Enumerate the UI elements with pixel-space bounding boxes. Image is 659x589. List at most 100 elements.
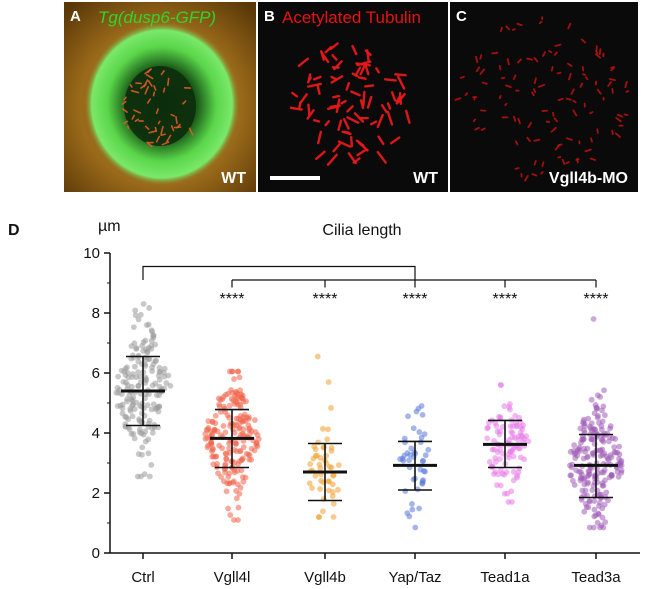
cilium-mark <box>312 75 322 81</box>
data-point <box>509 430 516 436</box>
data-point <box>132 363 138 370</box>
cilium-mark <box>152 91 156 97</box>
data-point <box>588 396 595 403</box>
data-point <box>600 482 607 489</box>
cilium-mark <box>590 137 593 143</box>
data-point <box>485 419 492 426</box>
panel-b-genotype-label: WT <box>413 170 438 187</box>
data-point <box>306 480 313 487</box>
data-point <box>588 420 595 427</box>
data-point <box>421 431 428 438</box>
data-point <box>325 379 332 385</box>
cilium-mark <box>608 78 616 82</box>
cilium-mark <box>130 89 140 94</box>
cilium-mark <box>326 153 338 166</box>
data-point <box>220 403 227 410</box>
cilium-mark <box>474 126 480 131</box>
data-point <box>581 423 588 430</box>
data-point <box>148 345 155 352</box>
cilium-mark <box>146 141 153 148</box>
data-point <box>132 307 139 314</box>
data-point <box>150 401 157 408</box>
data-point <box>248 428 255 434</box>
data-point <box>417 439 424 446</box>
cilium-mark <box>160 70 165 76</box>
data-point <box>136 416 143 423</box>
data-point <box>131 435 138 442</box>
cilium-mark <box>352 157 361 164</box>
data-point <box>576 468 583 475</box>
panel-c-treatment-label: Vgll4b-MO <box>548 170 628 187</box>
data-point <box>114 384 121 391</box>
data-point <box>246 456 253 463</box>
cilium-mark <box>553 117 558 123</box>
data-point <box>232 392 238 399</box>
data-point <box>599 437 606 444</box>
y-tick-label: 10 <box>83 245 100 262</box>
cilium-mark <box>355 139 365 147</box>
y-tick-label: 6 <box>92 365 100 382</box>
cilium-mark <box>553 51 558 56</box>
data-point <box>309 485 315 491</box>
data-point <box>596 503 602 509</box>
cilium-mark <box>533 138 541 142</box>
data-point <box>134 473 141 480</box>
cilium-mark <box>504 102 508 107</box>
data-point <box>402 488 409 494</box>
cilium-mark <box>144 68 152 75</box>
cilium-mark <box>127 125 130 130</box>
cilium-mark <box>329 104 341 109</box>
cilium-mark <box>514 167 520 170</box>
cilium-mark <box>596 128 599 134</box>
cilium-mark <box>395 93 406 105</box>
data-point <box>130 324 137 331</box>
data-point <box>131 340 138 347</box>
data-point <box>135 383 142 389</box>
y-tick-label: 2 <box>92 485 100 502</box>
data-point <box>145 450 152 457</box>
data-point <box>594 405 600 411</box>
data-point <box>616 443 623 450</box>
cilium-mark <box>464 92 469 96</box>
data-point <box>209 448 215 455</box>
data-point <box>491 437 497 444</box>
cilium-mark <box>366 95 373 109</box>
cilium-mark <box>342 118 350 130</box>
data-point <box>590 452 597 458</box>
data-point <box>603 489 610 496</box>
cilium-mark <box>531 173 538 177</box>
significance-stars: **** <box>313 291 338 308</box>
data-point <box>126 426 133 433</box>
cilium-mark <box>596 88 602 95</box>
cilium-mark <box>337 119 343 131</box>
data-point <box>228 387 234 393</box>
cilium-mark <box>175 116 178 125</box>
data-point <box>224 412 231 419</box>
data-point <box>240 426 247 433</box>
data-point <box>225 505 231 512</box>
data-point <box>130 430 137 437</box>
x-tick-label: Yap/Taz <box>388 569 441 586</box>
data-point <box>397 456 403 462</box>
cilium-mark <box>306 76 312 84</box>
cilium-mark <box>157 120 161 125</box>
data-point <box>253 442 260 449</box>
cilium-mark <box>499 26 503 33</box>
data-point <box>142 379 149 386</box>
data-point <box>226 445 232 452</box>
data-point <box>310 455 317 462</box>
data-point <box>581 508 588 515</box>
cilium-mark <box>557 97 564 102</box>
data-point <box>216 401 222 408</box>
data-point <box>167 382 174 389</box>
cilium-mark <box>380 104 388 114</box>
data-point <box>153 392 160 399</box>
data-point <box>234 399 240 406</box>
data-point <box>416 505 423 512</box>
cilium-mark <box>324 120 330 127</box>
data-point <box>140 301 147 307</box>
cilium-mark <box>491 51 499 55</box>
cilium-mark <box>383 78 397 82</box>
data-point <box>237 387 244 394</box>
data-point <box>230 478 237 485</box>
